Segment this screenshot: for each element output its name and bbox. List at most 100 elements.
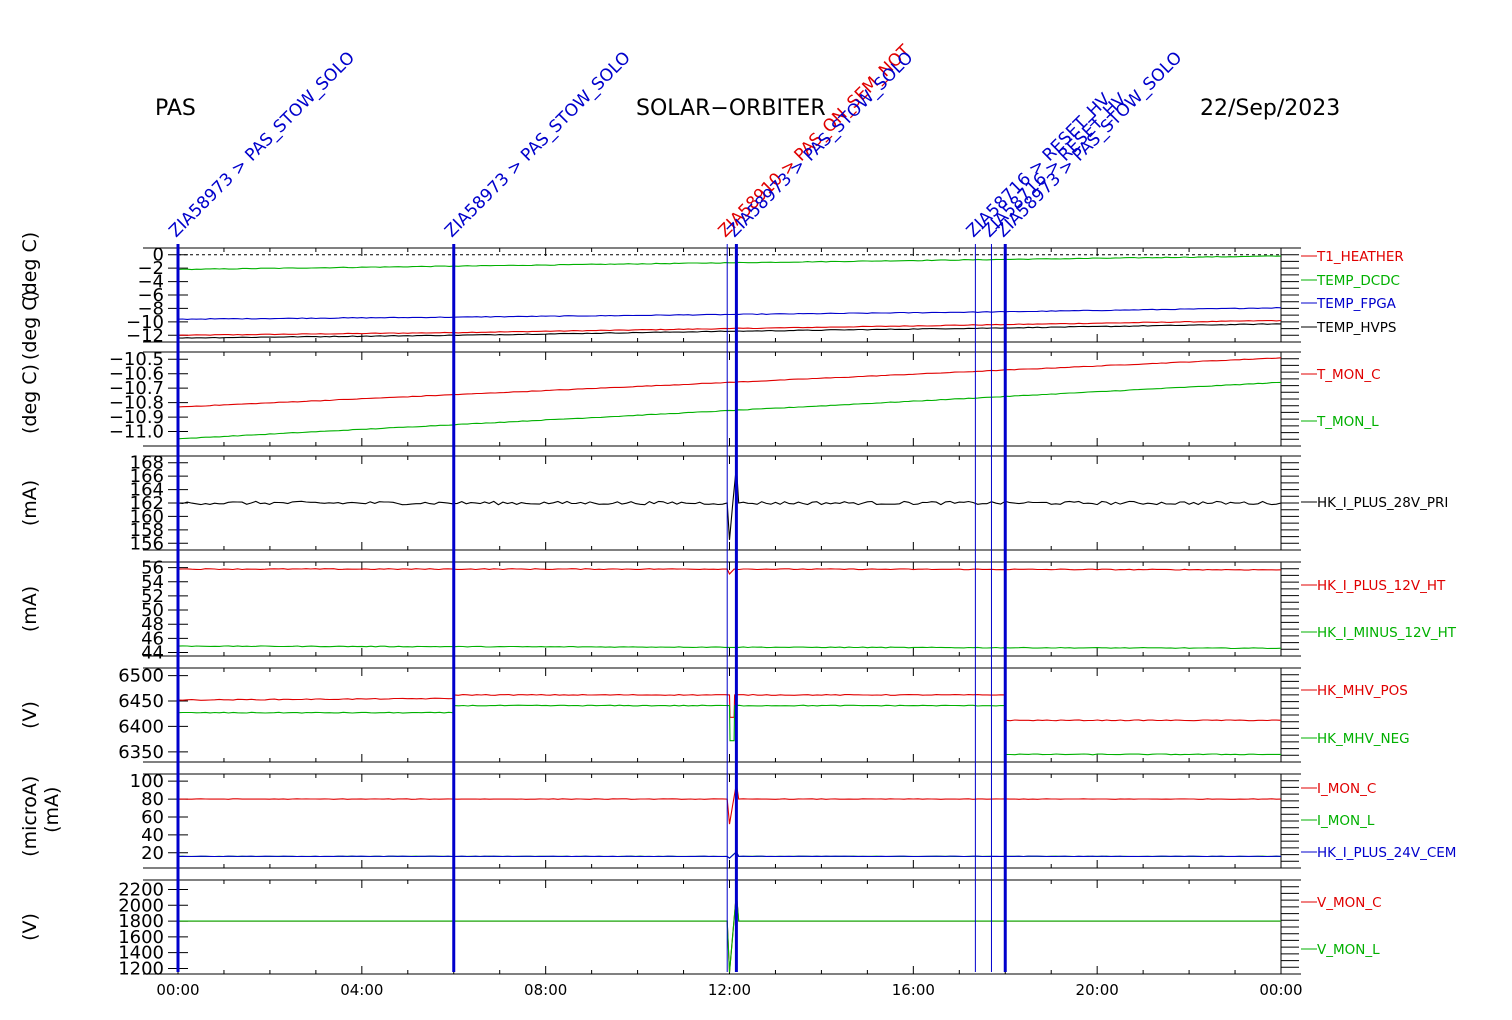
series-line [177,568,1282,575]
x-tick-label: 20:00 [1076,981,1119,999]
y-tick-label: 156 [130,533,164,554]
event-label: ZIA58973 > PAS_STOW_SOLO [724,48,918,242]
y-axis-label: (mA) [41,787,63,833]
x-tick-label: 04:00 [340,981,383,999]
y-tick-label: 1800 [118,911,164,932]
y-tick-label: 56 [141,558,164,579]
y-tick-label: 166 [130,466,164,487]
legend-label: HK_I_PLUS_24V_CEM [1317,845,1456,861]
series-line [177,323,1282,339]
y-tick-label: 1600 [118,927,164,948]
y-tick-label: 50 [141,600,164,621]
y-tick-label: 6450 [118,691,164,712]
y-tick-label: −10.8 [109,393,164,414]
y-tick-label: −10.9 [109,407,164,428]
legend-label: HK_MHV_POS [1317,683,1408,699]
y-tick-label: 100 [130,771,164,792]
x-tick-label: 16:00 [892,981,935,999]
series-line [178,851,1282,859]
y-tick-label: −12 [126,325,164,346]
legend-label: I_MON_L [1317,813,1375,829]
y-tick-label: 160 [130,506,164,527]
y-tick-label: 168 [130,453,164,474]
series-line [177,357,1282,408]
y-tick-label: 158 [130,520,164,541]
y-tick-label: 40 [141,825,164,846]
legend-label: HK_MHV_NEG [1317,731,1410,747]
legend-label: HK_I_MINUS_12V_HT [1317,625,1457,641]
y-tick-label: 164 [130,480,164,501]
x-tick-label: 08:00 [524,981,567,999]
y-tick-label: 80 [141,789,164,810]
y-tick-label: 54 [141,572,164,593]
y-tick-label: −11.0 [109,422,164,443]
panel-frame [177,879,1282,975]
legend-label: TEMP_DCDC [1316,273,1400,289]
legend-label: HK_I_PLUS_12V_HT [1317,578,1446,594]
header-date: 22/Sep/2023 [1200,96,1341,121]
legend-label: TEMP_FPGA [1316,296,1397,312]
y-tick-label: −10.6 [109,364,164,385]
panel-frame [177,561,1282,657]
event-label: ZIA58973 > PAS_STOW_SOLO [993,48,1187,242]
header-mission: SOLAR−ORBITER [636,96,826,121]
series-line [177,466,1282,540]
y-axis-label-secondary: (deg C) [19,232,41,302]
y-tick-label: 0 [153,245,164,266]
legend-label: V_MON_L [1317,942,1380,958]
event-markers: ZIA58973 > PAS_STOW_SOLO ZIA58973 > PAS_S… [165,41,1186,972]
y-axis-label: (V) [19,913,41,941]
y-tick-label: −8 [137,298,164,319]
legend-label: T_MON_C [1316,367,1381,383]
series-line [177,307,1282,320]
y-tick-label: 2200 [118,879,164,900]
y-axis-label: (deg C) [19,290,41,360]
y-tick-label: 1200 [118,958,164,979]
series-line [177,319,1282,336]
y-tick-label: 6350 [118,742,164,763]
y-tick-label: −10 [126,312,164,333]
y-axis-label-secondary: (microA) [19,776,41,857]
y-tick-label: −2 [137,258,164,279]
y-tick-label: −6 [137,285,164,306]
header-instrument: PAS [155,96,196,121]
x-tick-label: 00:00 [156,981,199,999]
y-tick-label: −4 [137,272,164,293]
panel: −10.5−10.6−10.7−10.8−10.9−11.0 (deg C) T_M… [19,349,1381,447]
legend-label: T_MON_L [1316,414,1379,430]
legend-label: HK_I_PLUS_28V_PRI [1317,495,1448,511]
y-axis-label: (mA) [19,480,41,526]
x-tick-label: 00:00 [1259,981,1302,999]
panel-frame [177,247,1282,343]
y-tick-label: −10.7 [109,378,164,399]
event-label: ZIA58973 > PAS_STOW_SOLO [165,48,359,242]
series-line [177,381,1282,440]
series-line [177,645,1282,650]
y-tick-label: 60 [141,807,164,828]
y-tick-label: 44 [141,642,164,663]
x-tick-label: 12:00 [708,981,751,999]
x-axis: 00:00 04:00 08:00 12:00 16:00 20:00 00:00 [156,981,1302,999]
legend-label: T1_HEATHER [1316,249,1404,265]
event-label: ZIA58973 > PAS_STOW_SOLO [441,48,635,242]
y-tick-label: 46 [141,628,164,649]
y-axis-label: (deg C) [19,364,41,434]
series-line [177,255,1282,271]
series-line [177,851,1282,859]
y-tick-label: 6500 [118,666,164,687]
y-tick-label: 1400 [118,943,164,964]
y-axis-label: (mA) [19,586,41,632]
y-tick-label: 6400 [118,716,164,737]
y-tick-label: 48 [141,614,164,635]
legend-label: V_MON_C [1317,895,1382,911]
y-tick-label: 162 [130,493,164,514]
series-line [177,783,1282,825]
panel: 0−2−4−6−8−10−12 (deg C)(deg C) T1_HEATHER T… [19,232,1404,360]
legend-label: I_MON_C [1317,781,1376,797]
panel: 6500 6450 6400 6350 (V) HK_MHV_POS HK_MHV_NEG [19,666,1410,763]
series-line [178,893,1281,973]
